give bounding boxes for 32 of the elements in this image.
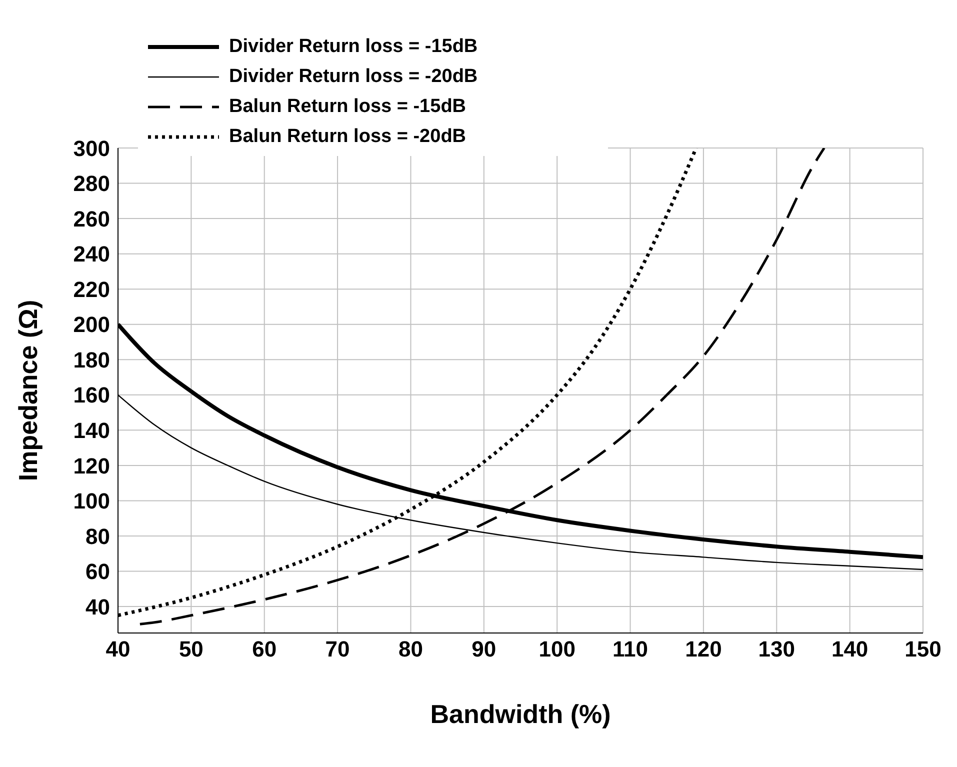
- x-tick-label: 120: [685, 636, 722, 662]
- x-tick-label: 70: [325, 636, 350, 662]
- y-tick-label: 120: [73, 453, 110, 478]
- x-tick-label: 100: [538, 636, 576, 662]
- y-tick-label: 80: [86, 524, 110, 549]
- y-tick-label: 300: [73, 136, 110, 161]
- x-tick-label: 150: [904, 636, 942, 662]
- y-tick-label: 160: [73, 382, 110, 408]
- x-tick-label: 140: [831, 636, 868, 662]
- x-tick-label: 80: [398, 636, 423, 662]
- y-tick-label: 40: [86, 594, 110, 620]
- legend-label: Divider Return loss = -20dB: [229, 66, 478, 88]
- y-tick-label: 200: [73, 312, 110, 338]
- x-tick-label: 50: [178, 636, 204, 662]
- y-axis-title: Impedance (Ω): [13, 300, 44, 482]
- legend-label: Balun Return loss = -20dB: [229, 126, 466, 148]
- x-tick-label: 130: [758, 636, 795, 662]
- x-tick-label: 40: [106, 636, 130, 662]
- y-tick-label: 100: [73, 488, 110, 514]
- y-tick-label: 260: [73, 206, 110, 232]
- legend-label: Divider Return loss = -15dB: [229, 36, 478, 58]
- x-tick-label: 110: [612, 636, 648, 662]
- y-tick-label: 180: [73, 347, 110, 372]
- x-tick-label: 60: [252, 636, 277, 662]
- legend-label: Balun Return loss = -15dB: [229, 96, 466, 118]
- x-axis-title: Bandwidth (%): [430, 699, 611, 729]
- y-tick-label: 280: [73, 171, 110, 196]
- y-tick-label: 240: [73, 242, 110, 267]
- y-tick-label: 140: [73, 418, 110, 443]
- y-tick-label: 220: [73, 276, 110, 302]
- y-tick-label: 60: [86, 559, 110, 584]
- x-tick-label: 90: [472, 636, 496, 662]
